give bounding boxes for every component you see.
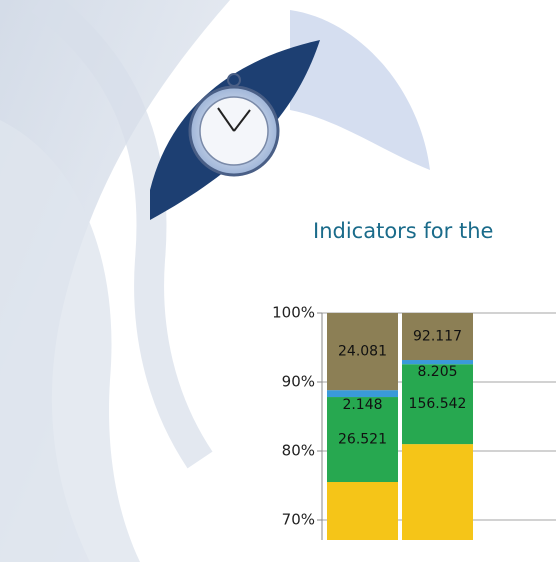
chart-title: Indicators for the (313, 219, 493, 243)
bar-segment (402, 364, 473, 445)
data-label: 8.205 (417, 364, 457, 380)
bar-segment (402, 360, 473, 365)
data-label: 2.148 (342, 397, 382, 413)
chart: 70% 80% 90% 100% 26.521 2.148 24.081 156.542 8.2… (272, 304, 556, 540)
y-tick-label: 70% (282, 510, 315, 528)
bar-segment (327, 313, 398, 391)
y-tick-label: 90% (282, 372, 315, 390)
bar-segment (402, 444, 473, 540)
bar-segment (327, 397, 398, 483)
bar-segment (327, 482, 398, 540)
bar-segment (327, 390, 398, 398)
data-label: 92.117 (413, 329, 462, 345)
data-label: 24.081 (338, 344, 387, 360)
y-tick-label: 80% (282, 441, 315, 459)
data-label: 26.521 (338, 432, 387, 448)
background-decoration (0, 0, 430, 562)
bar-segment (402, 313, 473, 361)
y-tick-label: 100% (272, 304, 315, 322)
data-label: 156.542 (409, 396, 467, 412)
